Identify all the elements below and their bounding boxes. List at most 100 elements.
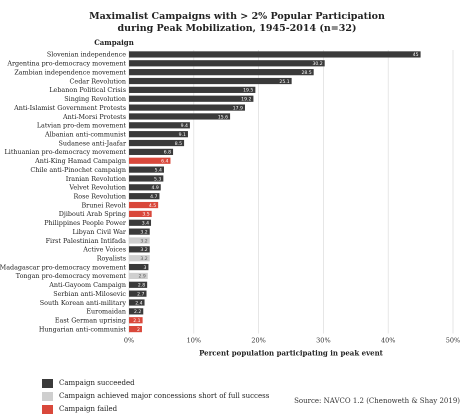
bar — [129, 148, 174, 155]
data-label: 3.2 — [140, 238, 147, 244]
data-label: 2.2 — [134, 309, 141, 315]
legend-item-partial: Campaign achieved major concessions shor… — [42, 391, 269, 401]
category-label: Velvet Revolution — [68, 184, 126, 192]
bar — [129, 95, 254, 102]
bar — [129, 210, 152, 218]
category-label: Active Voices — [82, 246, 126, 254]
data-label: 4.5 — [149, 203, 156, 209]
category-label: Lebanon Political Crisis — [49, 86, 126, 94]
legend-label-failed: Campaign failed — [59, 405, 118, 413]
legend-swatch-partial — [42, 391, 53, 401]
category-label: Zambian independence movement — [14, 68, 126, 76]
category-label: Philippines People Power — [44, 219, 127, 227]
x-tick-label: 50% — [446, 337, 460, 345]
category-label: Anti-Morsi Protests — [62, 113, 126, 121]
data-label: 3.2 — [140, 247, 147, 253]
bar — [129, 69, 314, 76]
bar — [129, 166, 164, 173]
category-label: South Korean anti-military — [40, 299, 127, 307]
bar — [129, 51, 421, 58]
data-label: 2.8 — [138, 283, 145, 289]
source-note: Source: NAVCO 1.2 (Chenoweth & Shay 2019… — [294, 397, 460, 405]
bar — [129, 263, 149, 271]
data-label: 25.1 — [279, 79, 289, 85]
bar — [129, 131, 188, 138]
x-tick-label: 40% — [381, 337, 395, 345]
category-label: Slovenian independence — [47, 51, 126, 59]
bar — [129, 157, 171, 164]
data-label: 5.4 — [155, 167, 162, 173]
data-label: 2 — [137, 327, 140, 333]
bar — [129, 237, 150, 244]
legend-swatch-succeeded — [42, 378, 53, 388]
bar — [129, 139, 185, 147]
category-label: Libyan Civil War — [73, 228, 127, 236]
data-label: 2.1 — [133, 318, 140, 324]
bar — [129, 77, 292, 85]
data-label: 19.2 — [241, 97, 251, 103]
category-label: Argentina pro-democracy movement — [6, 60, 126, 68]
category-label: Albanian anti-communist — [44, 130, 126, 138]
data-label: 3.2 — [140, 256, 147, 262]
bar — [129, 228, 150, 235]
bar — [129, 184, 161, 191]
legend-label-succeeded: Campaign succeeded — [59, 379, 135, 387]
category-label: Anti-Islamist Government Protests — [13, 104, 126, 112]
category-label: Hungarian anti-communist — [39, 325, 127, 333]
bar — [129, 122, 190, 129]
data-label: 2.4 — [135, 300, 142, 306]
bar — [129, 246, 150, 253]
category-label: Chile anti-Pinochet campaign — [30, 166, 126, 174]
chart-title: Maximalist Campaigns with > 2% Popular P… — [89, 11, 385, 22]
data-label: 15.6 — [218, 114, 228, 120]
bar — [129, 290, 147, 297]
category-label: Tongan pro-democracy movement — [16, 272, 127, 280]
category-label: Euromaidan — [86, 308, 126, 316]
bar — [129, 104, 245, 111]
legend-label-partial: Campaign achieved major concessions shor… — [59, 392, 270, 400]
bar — [129, 308, 144, 315]
bar — [129, 317, 143, 324]
data-label: 3.5 — [142, 212, 149, 218]
x-tick-label: 30% — [316, 337, 330, 345]
chart-subtitle: during Peak Mobilization, 1945-2014 (n=3… — [117, 23, 357, 34]
bar — [129, 255, 150, 262]
data-label: 17.9 — [233, 105, 243, 111]
bar — [129, 325, 142, 333]
bar — [129, 272, 148, 280]
bar — [129, 219, 152, 226]
category-label: Sudanese anti-Jaafar — [59, 139, 127, 147]
category-label: Anti-Gayoom Campaign — [48, 281, 126, 289]
category-label: East German uprising — [55, 317, 126, 325]
data-label: 5.3 — [154, 176, 161, 182]
x-axis-title: Percent population participating in peak… — [199, 349, 384, 358]
category-label: Lithuanian pro-democracy movement — [5, 148, 127, 156]
data-label: 30.2 — [312, 61, 322, 67]
x-tick-label: 10% — [187, 337, 201, 345]
data-label: 45 — [413, 52, 419, 58]
legend-item-succeeded: Campaign succeeded — [42, 378, 135, 388]
category-label: Singing Revolution — [64, 95, 126, 103]
data-label: 19.5 — [243, 88, 253, 94]
category-label: Djibouti Arab Spring — [59, 210, 126, 218]
data-label: 3.4 — [142, 221, 149, 227]
data-label: 6.4 — [161, 159, 168, 165]
bar — [129, 175, 164, 182]
bar — [129, 113, 231, 120]
bar — [129, 86, 256, 93]
legend-swatch-failed — [42, 404, 53, 414]
data-label: 4.9 — [151, 185, 158, 191]
data-label: 3.2 — [140, 229, 147, 235]
category-label: Royalists — [97, 255, 126, 263]
category-label: Latvian pro-dem movement — [37, 122, 127, 130]
data-label: 2.9 — [138, 274, 145, 280]
category-label: First Palestinian Intifada — [46, 237, 127, 245]
y-axis-title: Campaign — [94, 38, 134, 47]
legend-item-failed: Campaign failed — [42, 404, 117, 414]
data-label: 28.5 — [301, 70, 311, 76]
category-label: Anti-King Hamad Campaign — [34, 157, 126, 165]
category-label: Madagascar pro-democracy movement — [0, 263, 126, 271]
x-tick-label: 0% — [124, 337, 134, 345]
category-label: Rose Revolution — [73, 192, 126, 200]
